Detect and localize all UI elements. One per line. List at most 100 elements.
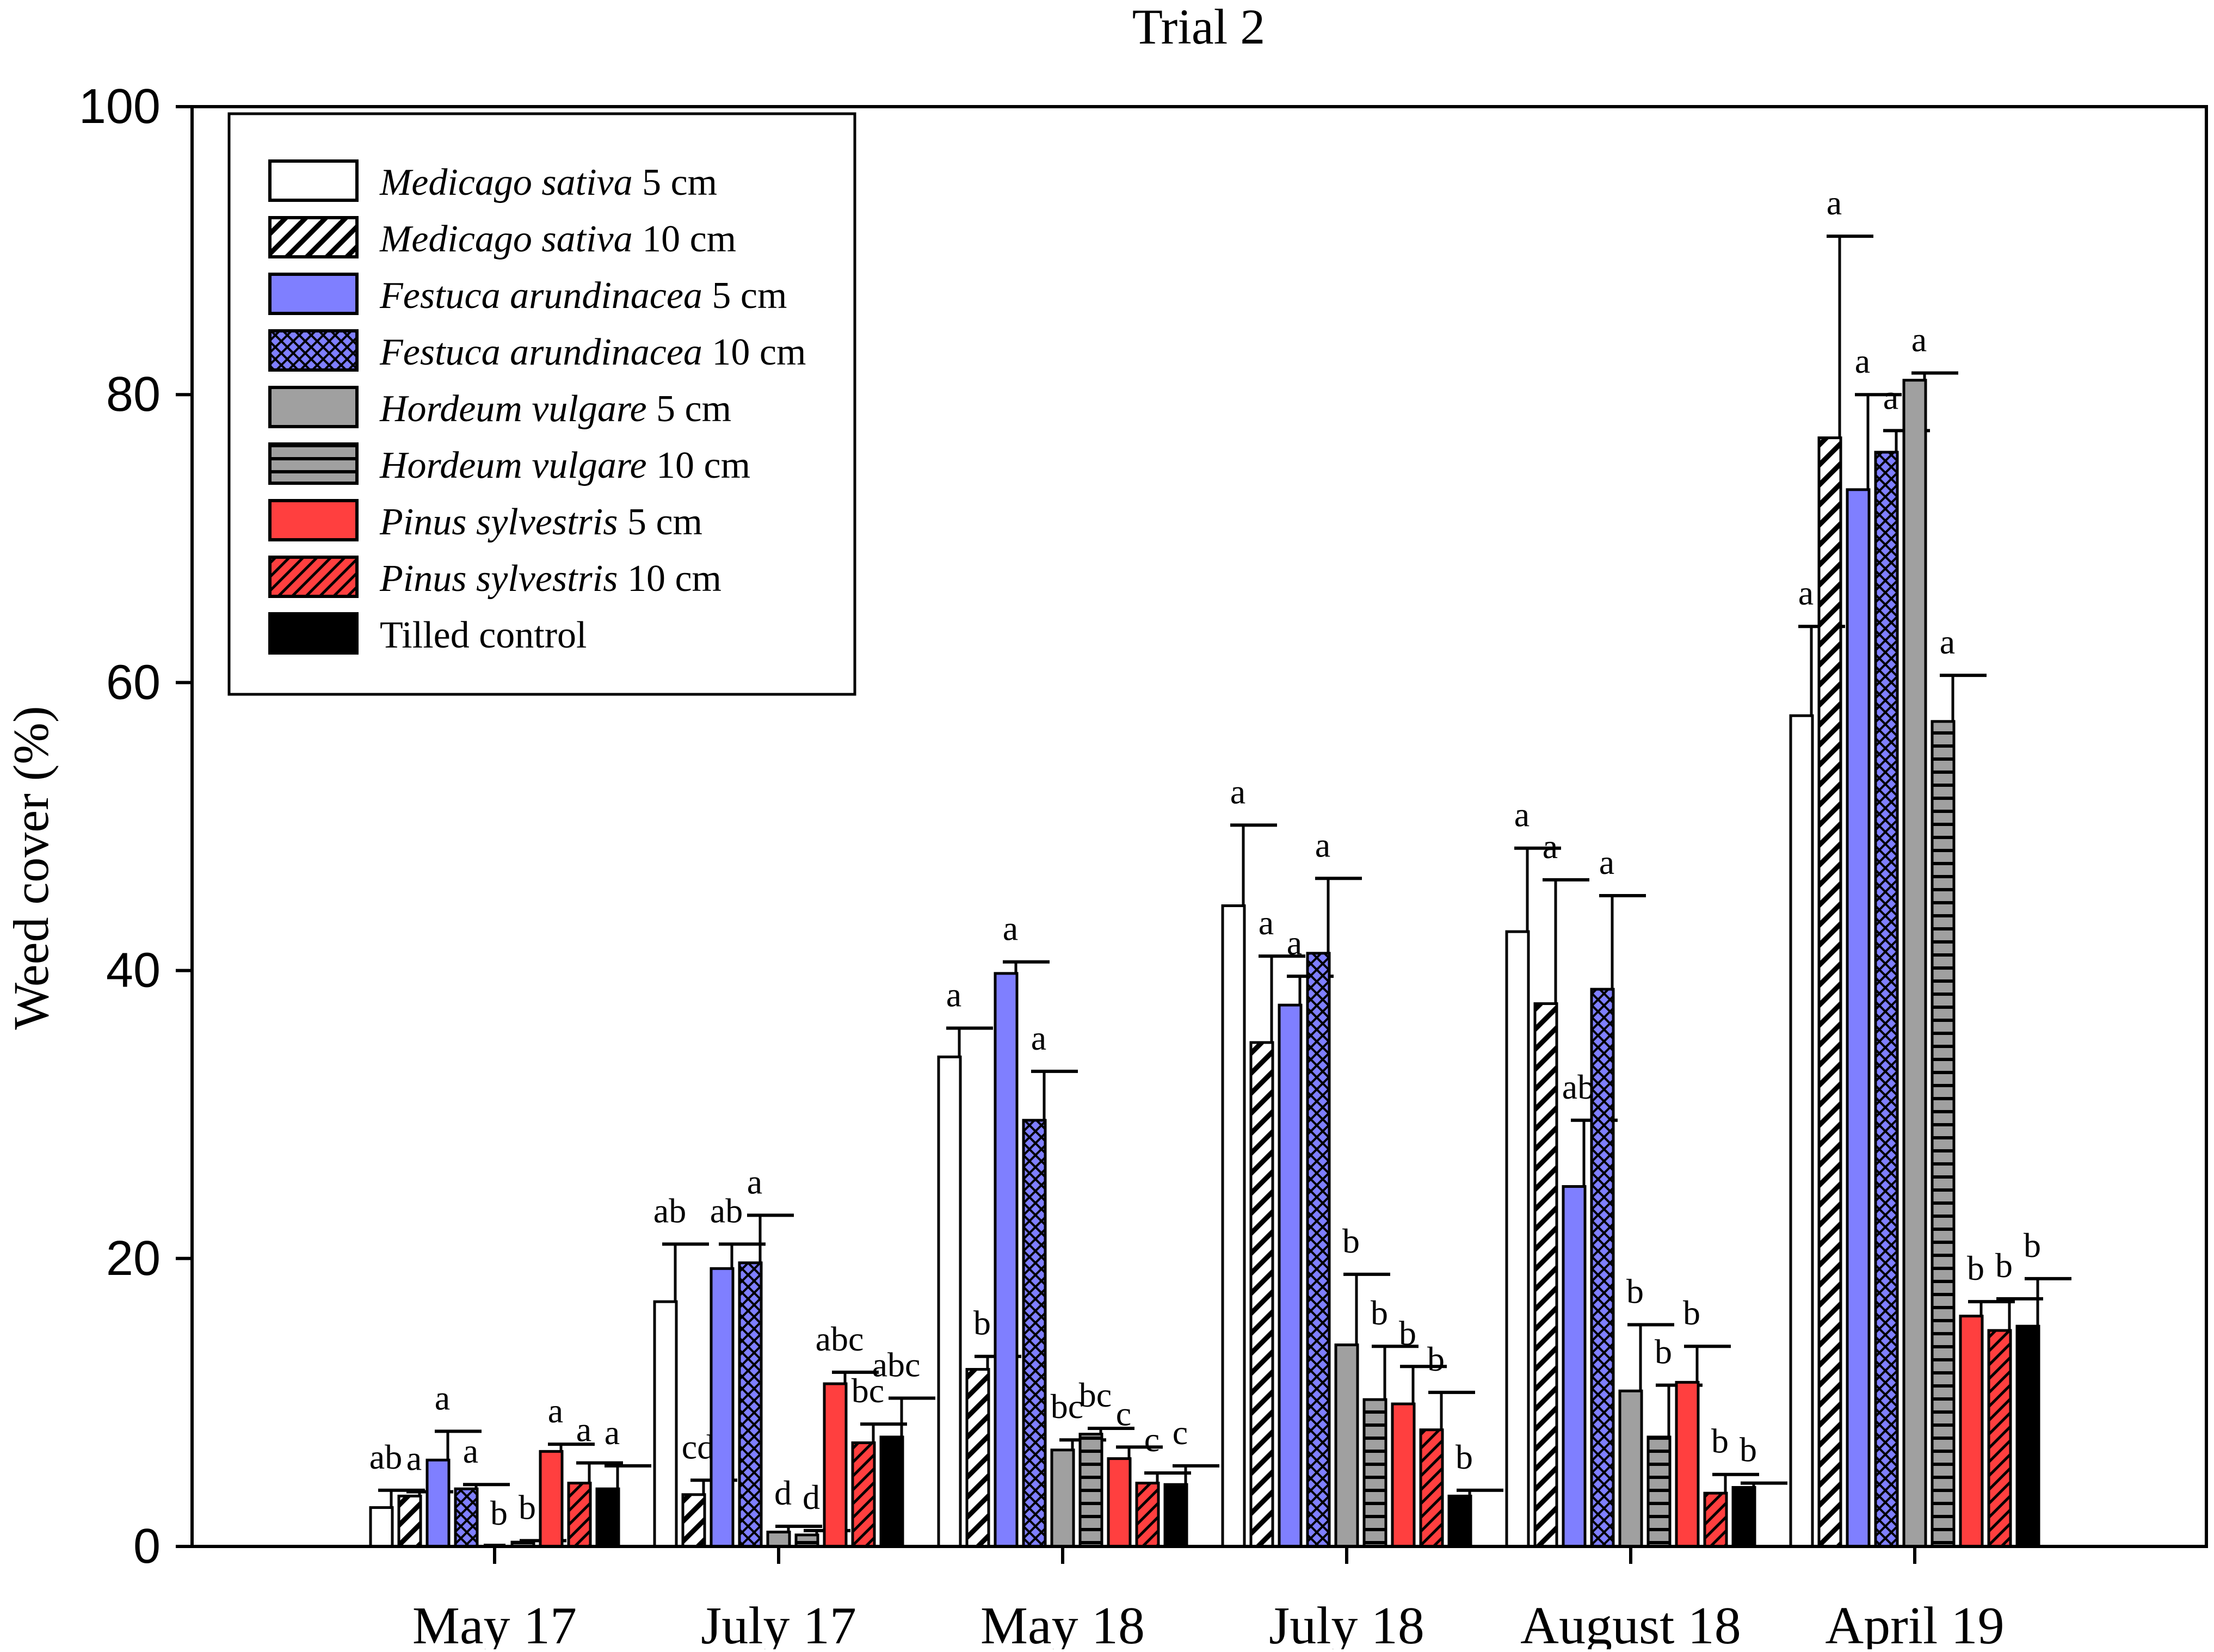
bar <box>653 1300 678 1548</box>
bar <box>369 1506 394 1548</box>
significance-letter: b <box>1399 1314 1416 1352</box>
significance-letter: a <box>1855 342 1870 380</box>
significance-letter: a <box>1287 923 1302 962</box>
bar <box>1874 451 1899 1548</box>
legend-entry: Hordeum vulgare 10 cm <box>379 445 750 486</box>
bar <box>567 1482 592 1548</box>
x-tick-label: July 18 <box>1269 1596 1424 1649</box>
bar <box>794 1533 819 1548</box>
bar <box>1306 952 1331 1548</box>
bar <box>595 1487 620 1548</box>
significance-letter: b <box>1427 1340 1445 1378</box>
legend-swatch <box>268 216 359 258</box>
bar <box>994 972 1019 1548</box>
bar <box>1419 1428 1444 1548</box>
bar <box>710 1267 735 1548</box>
chart-title: Trial 2 <box>1132 0 1266 54</box>
bar <box>1278 1003 1303 1548</box>
bar <box>1789 714 1814 1548</box>
significance-letter: a <box>1940 622 1955 661</box>
significance-letter: b <box>1967 1249 1984 1287</box>
significance-letter: a <box>406 1439 422 1477</box>
y-tick-label: 80 <box>106 367 161 422</box>
significance-letter: a <box>1259 903 1274 942</box>
significance-letter: a <box>1599 843 1614 882</box>
significance-letter: a <box>747 1162 762 1201</box>
significance-letter: b <box>519 1488 536 1526</box>
bar <box>425 1458 451 1548</box>
bar <box>937 1055 962 1548</box>
significance-letter: a <box>1827 183 1842 222</box>
significance-letter: a <box>548 1391 563 1430</box>
legend-swatch <box>268 499 359 541</box>
legend-swatch <box>268 612 359 655</box>
significance-letter: b <box>1711 1422 1729 1460</box>
bar <box>681 1493 706 1548</box>
significance-letter: b <box>1371 1293 1388 1332</box>
bar <box>1846 488 1871 1548</box>
bar <box>1959 1315 1984 1548</box>
significance-letter: c <box>1144 1420 1160 1459</box>
significance-letter: c <box>1116 1394 1131 1433</box>
significance-letter: b <box>1740 1431 1757 1469</box>
significance-letter: b <box>1342 1222 1360 1260</box>
significance-letter: d <box>803 1478 820 1517</box>
y-tick-label: 100 <box>79 79 161 134</box>
legend-entry: Festuca arundinacea 10 cm <box>379 331 806 373</box>
significance-letter: a <box>946 975 961 1014</box>
significance-letter: bc <box>1079 1376 1112 1414</box>
bar <box>1107 1457 1132 1548</box>
bar <box>2015 1324 2040 1548</box>
bar <box>1618 1389 1643 1548</box>
legend-entry: Pinus sylvestris 10 cm <box>379 558 721 600</box>
significance-letter: a <box>1911 320 1927 359</box>
significance-letter: b <box>1626 1272 1644 1311</box>
legend-entry: Pinus sylvestris 5 cm <box>379 501 702 543</box>
bar <box>1505 930 1530 1548</box>
bar <box>1533 1002 1558 1548</box>
significance-letter: abc <box>872 1345 921 1384</box>
significance-letter: b <box>1995 1246 2013 1285</box>
bar <box>851 1441 876 1548</box>
bar <box>1334 1343 1359 1548</box>
significance-letter: ab <box>653 1191 686 1230</box>
significance-letter: ab <box>369 1438 402 1476</box>
significance-letter: d <box>774 1474 792 1512</box>
legend-swatch <box>268 159 359 202</box>
significance-letter: a <box>435 1378 450 1417</box>
significance-letter: ab <box>1562 1068 1595 1106</box>
bar <box>1221 904 1246 1548</box>
y-axis: 0 20 40 60 80 100 <box>79 79 192 1574</box>
legend-swatch <box>268 442 359 485</box>
x-tick-label: April 19 <box>1825 1596 2004 1649</box>
bar <box>1731 1486 1756 1548</box>
significance-letter: b <box>2024 1226 2041 1265</box>
significance-letter: b <box>490 1494 508 1532</box>
significance-letter: a <box>1315 825 1330 864</box>
plot-frame <box>190 105 2208 1548</box>
legend-entry: Festuca arundinacea 5 cm <box>379 275 787 317</box>
legend-swatch <box>268 386 359 428</box>
significance-letter: b <box>1456 1438 1473 1476</box>
x-tick-label: July 17 <box>701 1596 856 1649</box>
y-tick-label: 60 <box>106 655 161 710</box>
bar <box>823 1382 848 1548</box>
significance-letter: c <box>1173 1413 1188 1452</box>
bar <box>1078 1433 1103 1548</box>
significance-letter: a <box>576 1410 591 1449</box>
y-axis-label: Weed cover (%) <box>3 706 59 1030</box>
legend-swatch <box>268 329 359 372</box>
bar <box>1135 1482 1160 1548</box>
bar <box>965 1368 990 1548</box>
bar <box>766 1531 791 1548</box>
bar <box>1703 1491 1728 1548</box>
legend-swatch <box>268 273 359 315</box>
bar <box>879 1435 904 1548</box>
bar <box>539 1450 564 1548</box>
bar <box>1249 1041 1274 1548</box>
x-tick-label: May 18 <box>980 1596 1145 1649</box>
bar <box>1050 1448 1075 1548</box>
bar <box>738 1261 763 1548</box>
significance-letter: abc <box>816 1320 864 1358</box>
